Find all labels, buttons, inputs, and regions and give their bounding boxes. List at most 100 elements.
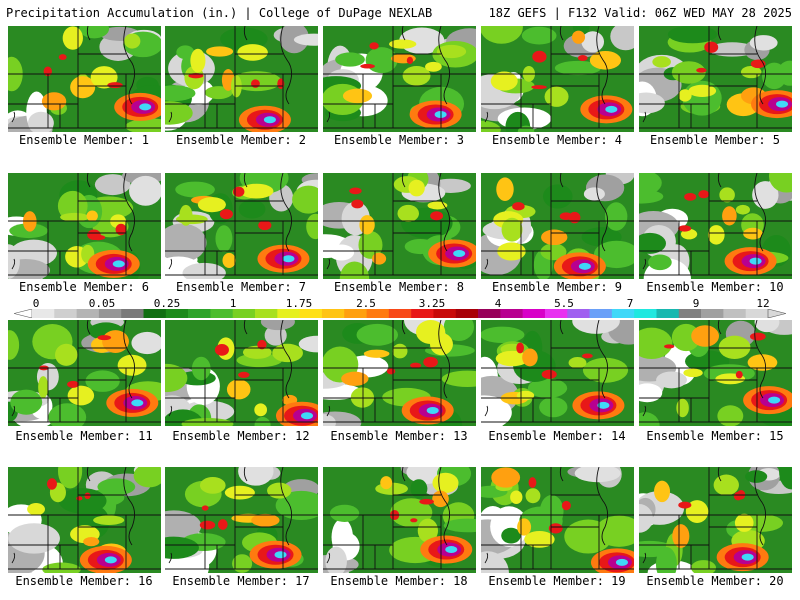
map-panel	[165, 467, 318, 573]
map-panel	[165, 173, 318, 279]
panel-caption: Ensemble Member: 20	[646, 574, 784, 588]
precip-map	[481, 320, 634, 426]
precip-map	[639, 26, 792, 132]
colorbar-tick-label: 7	[626, 297, 634, 310]
map-panel	[639, 320, 792, 426]
colorbar-swatch	[723, 309, 746, 318]
precip-map	[8, 173, 161, 279]
colorbar-swatch	[544, 309, 568, 318]
colorbar-left-arrow	[14, 309, 33, 318]
colorbar-swatch	[255, 309, 278, 318]
precip-map	[165, 173, 318, 279]
panel-caption: Ensemble Member: 5	[649, 133, 781, 147]
colorbar-swatch	[54, 309, 77, 318]
colorbar-swatch	[611, 309, 635, 318]
precip-map	[323, 173, 476, 279]
map-panel	[639, 467, 792, 573]
precip-map	[323, 467, 476, 573]
map-panel	[323, 467, 476, 573]
colorbar-right-arrow	[767, 309, 786, 318]
precip-map	[639, 173, 792, 279]
map-panel	[165, 26, 318, 132]
precip-map	[165, 320, 318, 426]
map-panel	[323, 173, 476, 279]
colorbar-swatch	[522, 309, 546, 318]
colorbar-swatch	[121, 309, 144, 318]
map-panel	[8, 26, 161, 132]
colorbar-tick-label: 0	[32, 297, 40, 310]
map-panel	[323, 26, 476, 132]
colorbar-swatch	[232, 309, 256, 318]
panel-caption: Ensemble Member: 12	[172, 429, 310, 443]
panel-caption: Ensemble Member: 15	[646, 429, 784, 443]
map-panel	[481, 173, 634, 279]
colorbar-swatch	[478, 309, 501, 318]
colorbar-swatch	[344, 309, 367, 318]
colorbar-swatch	[701, 309, 724, 318]
precip-map	[8, 26, 161, 132]
precip-map	[323, 320, 476, 426]
colorbar-swatch	[210, 309, 234, 318]
map-panel	[323, 320, 476, 426]
panel-caption: Ensemble Member: 9	[491, 280, 623, 294]
panel-caption: Ensemble Member: 8	[333, 280, 465, 294]
colorbar	[14, 309, 786, 318]
colorbar-tick-label: 2.5	[356, 297, 376, 310]
map-panel	[8, 467, 161, 573]
panel-caption: Ensemble Member: 13	[330, 429, 468, 443]
colorbar-swatch	[656, 309, 680, 318]
panel-caption: Ensemble Member: 10	[646, 280, 784, 294]
colorbar-swatch	[567, 309, 590, 318]
colorbar-swatch	[678, 309, 702, 318]
run-info: 18Z GEFS | F132 Valid: 06Z WED MAY 28 20…	[488, 6, 792, 20]
colorbar-tick-label: 3.25	[418, 297, 446, 310]
colorbar-swatch	[411, 309, 434, 318]
precip-map	[481, 467, 634, 573]
colorbar-swatch	[143, 309, 167, 318]
colorbar-swatch	[165, 309, 189, 318]
colorbar-tick-label: 0.25	[153, 297, 181, 310]
colorbar-tick-label: 1.75	[285, 297, 313, 310]
colorbar-tick-label: 0.05	[88, 297, 116, 310]
map-panel	[8, 320, 161, 426]
precip-map	[481, 26, 634, 132]
panel-caption: Ensemble Member: 11	[15, 429, 153, 443]
colorbar-swatch	[277, 309, 300, 318]
precip-map	[639, 320, 792, 426]
colorbar-swatch	[299, 309, 323, 318]
colorbar-swatch	[500, 309, 523, 318]
page-title: Precipitation Accumulation (in.) | Colle…	[6, 6, 433, 20]
colorbar-swatch	[433, 309, 457, 318]
panel-caption: Ensemble Member: 6	[18, 280, 150, 294]
panel-caption: Ensemble Member: 1	[18, 133, 150, 147]
colorbar-swatch	[388, 309, 412, 318]
panel-caption: Ensemble Member: 7	[175, 280, 307, 294]
map-panel	[481, 320, 634, 426]
colorbar-swatch	[455, 309, 479, 318]
precip-map	[639, 467, 792, 573]
colorbar-tick-label: 1	[229, 297, 237, 310]
map-panel	[639, 26, 792, 132]
precip-map	[8, 320, 161, 426]
panel-caption: Ensemble Member: 2	[175, 133, 307, 147]
panel-caption: Ensemble Member: 14	[488, 429, 626, 443]
colorbar-swatch	[745, 309, 769, 318]
colorbar-swatch	[366, 309, 390, 318]
precip-map	[165, 26, 318, 132]
colorbar-swatch	[32, 309, 55, 318]
panel-caption: Ensemble Member: 18	[330, 574, 468, 588]
panel-caption: Ensemble Member: 16	[15, 574, 153, 588]
map-panel	[165, 320, 318, 426]
map-panel	[8, 173, 161, 279]
colorbar-swatch	[188, 309, 211, 318]
precip-map	[165, 467, 318, 573]
precip-map	[323, 26, 476, 132]
colorbar-tick-label: 5.5	[554, 297, 574, 310]
panel-caption: Ensemble Member: 17	[172, 574, 310, 588]
precip-map	[481, 173, 634, 279]
colorbar-tick-label: 4	[494, 297, 502, 310]
precip-map	[8, 467, 161, 573]
map-panel	[481, 26, 634, 132]
colorbar-swatch	[589, 309, 613, 318]
map-panel	[481, 467, 634, 573]
